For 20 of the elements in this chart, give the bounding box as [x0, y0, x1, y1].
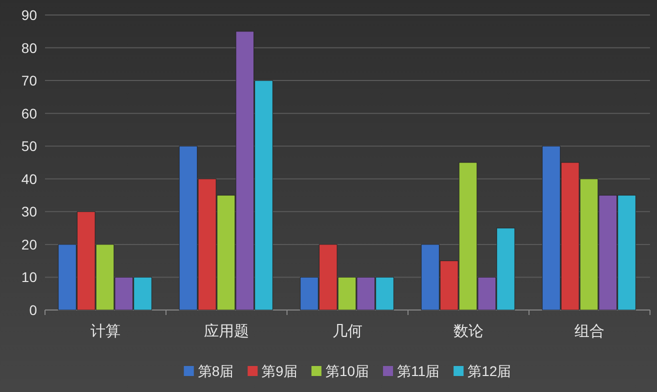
y-tick-label: 30 — [21, 204, 38, 220]
y-tick-label: 70 — [21, 72, 38, 89]
y-tick-label: 60 — [21, 105, 38, 122]
y-tick-label: 0 — [29, 302, 38, 318]
y-tick-label: 50 — [21, 138, 38, 154]
legend-label: 第10届 — [325, 363, 370, 379]
x-tick-label: 数论 — [454, 323, 484, 340]
legend-label: 第8届 — [198, 363, 234, 379]
x-tick-label: 组合 — [574, 323, 604, 340]
y-tick-label: 90 — [21, 7, 38, 23]
x-tick-label: 应用题 — [204, 323, 249, 340]
legend-label: 第11届 — [397, 363, 440, 379]
y-tick-label: 20 — [21, 236, 38, 252]
y-tick-label: 10 — [21, 269, 38, 286]
legend-label: 第12届 — [468, 363, 512, 379]
x-tick-label: 几何 — [332, 323, 362, 340]
legend-label: 第9届 — [262, 363, 298, 379]
y-tick-label: 40 — [21, 170, 38, 187]
y-tick-label: 80 — [21, 40, 38, 56]
x-tick-label: 计算 — [90, 323, 120, 340]
